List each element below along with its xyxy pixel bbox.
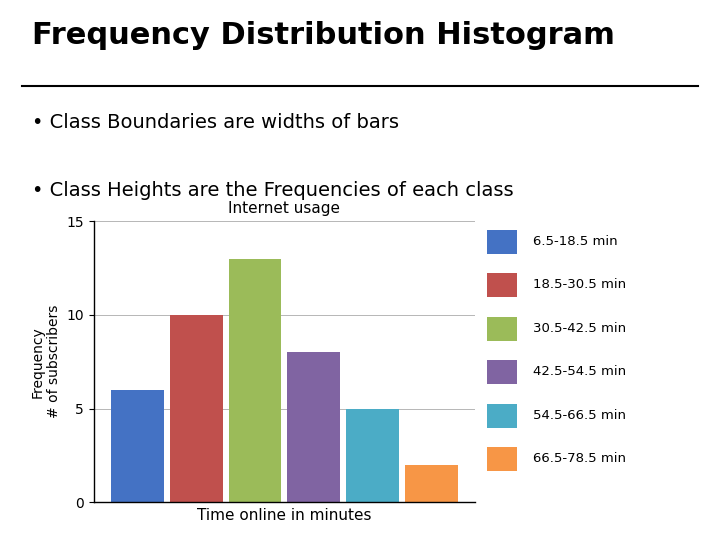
- FancyBboxPatch shape: [487, 273, 517, 297]
- FancyBboxPatch shape: [487, 317, 517, 341]
- Text: 30.5-42.5 min: 30.5-42.5 min: [533, 322, 626, 335]
- Y-axis label: Frequency
# of subscribers: Frequency # of subscribers: [30, 305, 60, 418]
- Title: Internet usage: Internet usage: [228, 201, 341, 216]
- Text: 42.5-54.5 min: 42.5-54.5 min: [533, 365, 626, 378]
- Text: 54.5-66.5 min: 54.5-66.5 min: [533, 409, 626, 422]
- Bar: [111, 390, 164, 502]
- Text: • Class Boundaries are widths of bars: • Class Boundaries are widths of bars: [32, 113, 400, 132]
- Text: 66.5-78.5 min: 66.5-78.5 min: [533, 452, 626, 465]
- FancyBboxPatch shape: [487, 448, 517, 471]
- FancyBboxPatch shape: [487, 230, 517, 254]
- X-axis label: Time online in minutes: Time online in minutes: [197, 508, 372, 523]
- Text: Frequency Distribution Histogram: Frequency Distribution Histogram: [32, 21, 616, 50]
- Bar: [170, 315, 222, 502]
- Bar: [346, 409, 399, 502]
- Bar: [405, 465, 458, 502]
- FancyBboxPatch shape: [487, 404, 517, 428]
- Bar: [228, 259, 282, 502]
- Text: 6.5-18.5 min: 6.5-18.5 min: [533, 234, 618, 247]
- Text: 18.5-30.5 min: 18.5-30.5 min: [533, 278, 626, 291]
- Text: • Class Heights are the Frequencies of each class: • Class Heights are the Frequencies of e…: [32, 180, 514, 200]
- Bar: [287, 353, 341, 502]
- FancyBboxPatch shape: [487, 360, 517, 384]
